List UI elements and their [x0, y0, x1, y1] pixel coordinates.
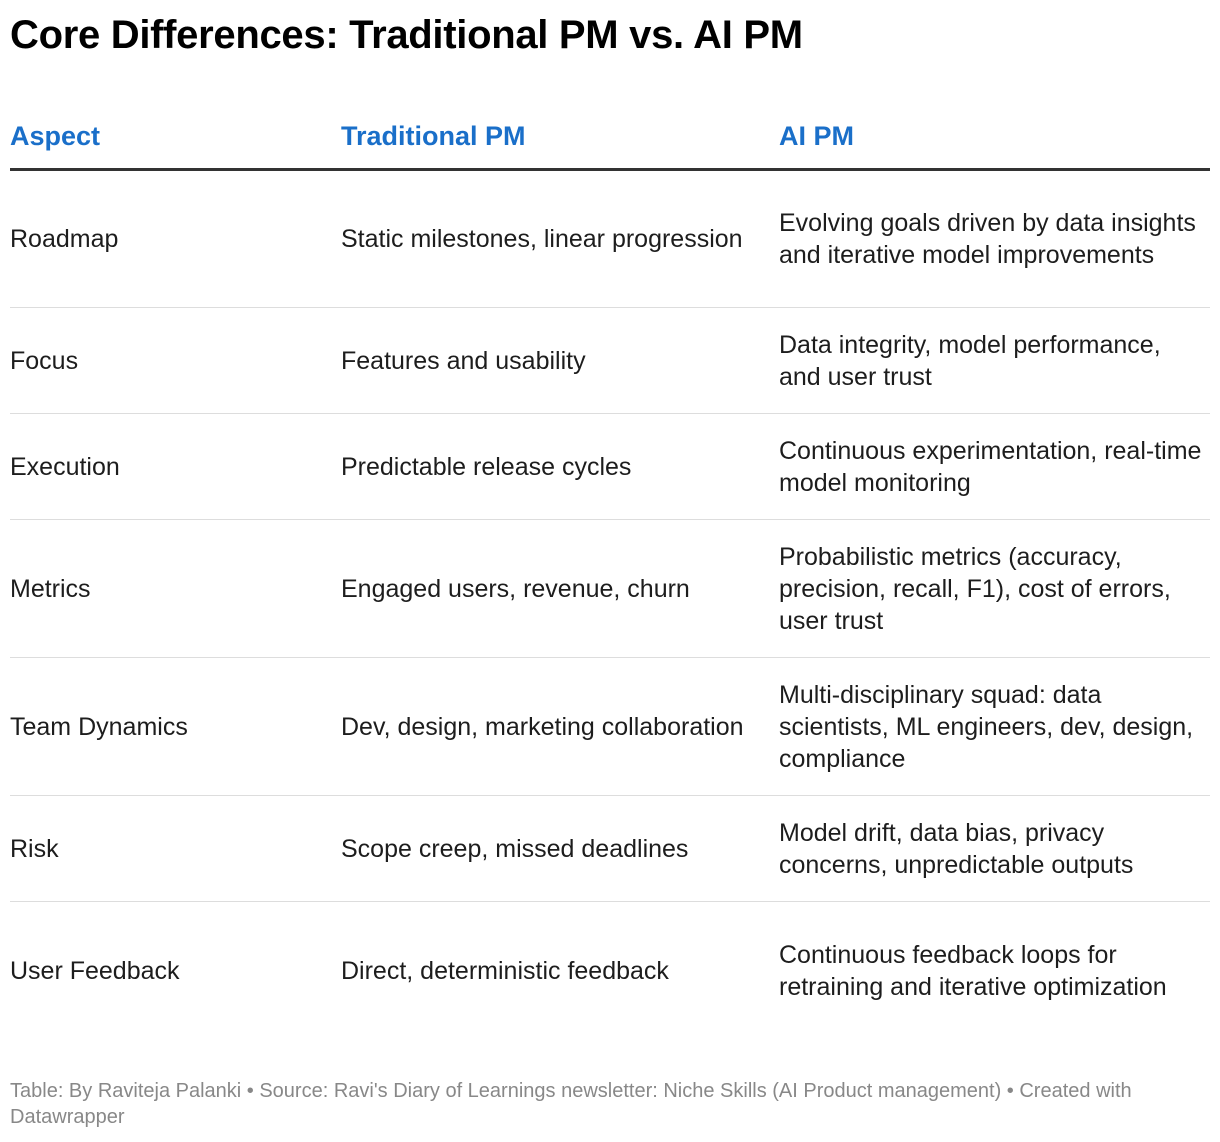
table-row: Risk Scope creep, missed deadlines Model… [10, 795, 1210, 902]
column-header-traditional-pm: Traditional PM [341, 104, 779, 171]
table-row: Roadmap Static milestones, linear progre… [10, 169, 1210, 308]
cell-ai-pm: Evolving goals driven by data insights a… [779, 169, 1210, 308]
cell-aspect: Execution [10, 413, 341, 520]
cell-aspect: User Feedback [10, 956, 180, 985]
table-row: Team Dynamics Dev, design, marketing col… [10, 657, 1210, 796]
cell-aspect: Focus [10, 307, 341, 414]
cell-traditional-pm: Static milestones, linear progression [341, 169, 779, 308]
cell-ai-pm: Multi-disciplinary squad: data scientist… [779, 657, 1210, 796]
table-row: User Feedback Direct, deterministic feed… [10, 902, 1210, 1040]
page-title: Core Differences: Traditional PM vs. AI … [10, 13, 803, 57]
cell-ai-pm: Probabilistic metrics (accuracy, precisi… [779, 519, 1210, 658]
source-footer: Table: By Raviteja Palanki • Source: Rav… [10, 1080, 1132, 1128]
column-header-ai-pm: AI PM [779, 104, 1210, 171]
cell-aspect: Roadmap [10, 169, 341, 308]
cell-traditional-pm: Engaged users, revenue, churn [341, 519, 779, 658]
cell-traditional-pm: Predictable release cycles [341, 413, 779, 520]
table-row: Metrics Engaged users, revenue, churn Pr… [10, 519, 1210, 658]
cell-aspect: Metrics [10, 519, 341, 658]
cell-ai-pm: Continuous feedback loops for retraining… [779, 940, 1167, 1001]
cell-traditional-pm: Dev, design, marketing collaboration [341, 657, 779, 796]
cell-ai-pm: Continuous experimentation, real-time mo… [779, 413, 1210, 520]
table-row: Execution Predictable release cycles Con… [10, 413, 1210, 520]
cell-aspect: Team Dynamics [10, 657, 341, 796]
comparison-table: Aspect Traditional PM AI PM Roadmap Stat… [10, 104, 1210, 1040]
table-header-row: Aspect Traditional PM AI PM [10, 104, 1210, 171]
cell-traditional-pm: Features and usability [341, 307, 779, 414]
cell-ai-pm: Model drift, data bias, privacy concerns… [779, 795, 1210, 902]
table-row: Focus Features and usability Data integr… [10, 307, 1210, 414]
cell-traditional-pm: Scope creep, missed deadlines [341, 795, 779, 902]
cell-aspect: Risk [10, 795, 341, 902]
column-header-aspect: Aspect [10, 104, 341, 171]
table-container: Core Differences: Traditional PM vs. AI … [10, 0, 1210, 58]
cell-ai-pm: Data integrity, model performance, and u… [779, 307, 1210, 414]
cell-traditional-pm: Direct, deterministic feedback [341, 956, 669, 985]
